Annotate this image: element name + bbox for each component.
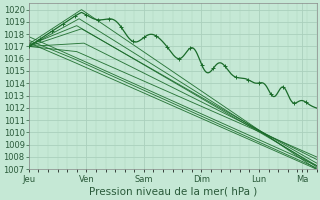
- X-axis label: Pression niveau de la mer( hPa ): Pression niveau de la mer( hPa ): [89, 187, 257, 197]
